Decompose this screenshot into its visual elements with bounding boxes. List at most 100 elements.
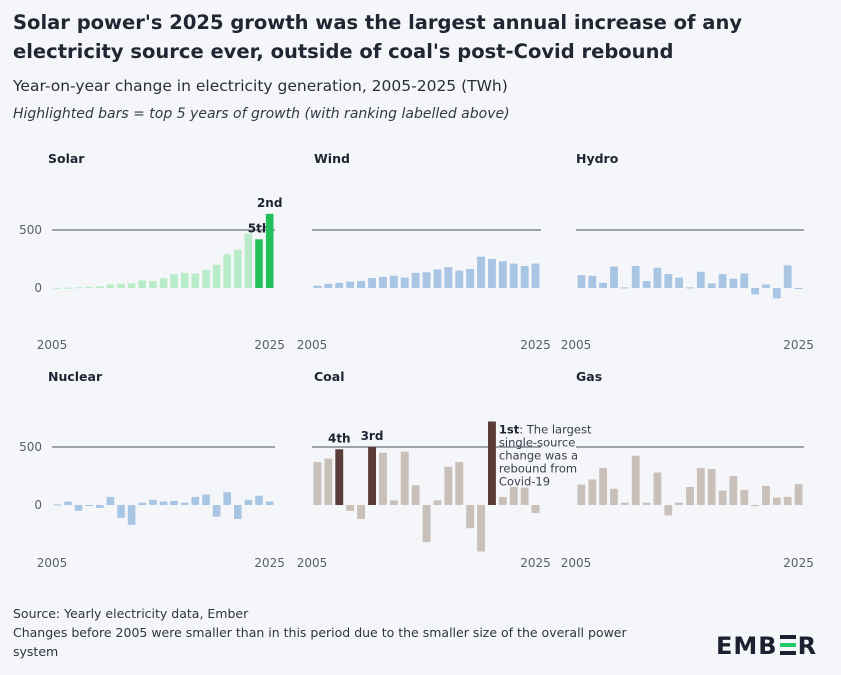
x-tick-gas-start: 2005 (561, 556, 592, 570)
bar-solar-2025 (265, 213, 274, 288)
bar-solar-2007 (74, 287, 83, 289)
bar-coal-2024 (520, 487, 529, 505)
bar-gas-2023 (772, 497, 781, 505)
bar-wind-2016 (433, 269, 442, 288)
bar-gas-2010 (631, 455, 640, 505)
bar-wind-2017 (444, 267, 453, 288)
bar-nuclear-2023 (244, 499, 253, 505)
bar-solar-2022 (234, 249, 242, 288)
panel-label-hydro: Hydro (576, 151, 619, 166)
bar-solar-2019 (202, 270, 210, 288)
bar-coal-2009 (357, 505, 365, 519)
panel-label-solar: Solar (48, 151, 85, 166)
bar-solar-2017 (180, 272, 189, 288)
bar-wind-2008 (346, 281, 355, 288)
bar-solar-2016 (170, 274, 178, 288)
bar-solar-2008 (85, 286, 93, 288)
x-tick-nuclear-end: 2025 (254, 556, 285, 570)
bar-gas-2019 (729, 476, 738, 505)
bar-coal-2019 (466, 505, 475, 529)
bar-hydro-2021 (751, 288, 759, 295)
bar-hydro-2007 (599, 282, 607, 288)
y-tick-solar-500: 500 (19, 223, 42, 237)
bar-coal-2006 (324, 458, 333, 505)
bar-coal-2022 (498, 496, 507, 505)
bar-gas-2008 (610, 488, 618, 505)
y-tick-solar-0: 0 (34, 281, 42, 295)
bar-hydro-2011 (642, 281, 651, 288)
bar-coal-2016 (433, 500, 442, 505)
bar-hydro-2024 (783, 265, 792, 288)
x-tick-nuclear-start: 2005 (37, 556, 68, 570)
bar-hydro-2022 (762, 284, 770, 288)
bar-hydro-2010 (631, 266, 640, 288)
bar-coal-2025 (531, 505, 540, 514)
x-tick-solar-end: 2025 (254, 338, 285, 352)
bar-coal-2015 (422, 505, 431, 543)
chart-subtitle: Year-on-year change in electricity gener… (13, 77, 508, 95)
bar-gas-2013 (664, 505, 673, 516)
bar-wind-2019 (466, 268, 475, 288)
bar-coal-2005 (313, 462, 322, 505)
bar-wind-2021 (488, 259, 496, 288)
bar-gas-2025 (794, 484, 803, 505)
bar-solar-2012 (127, 283, 136, 288)
bar-hydro-2006 (588, 275, 597, 288)
bar-solar-2020 (212, 264, 221, 288)
bar-hydro-2018 (718, 274, 727, 288)
panel-label-wind: Wind (314, 151, 350, 166)
bar-nuclear-2009 (96, 505, 104, 508)
bar-wind-2014 (411, 272, 420, 288)
bar-wind-2018 (455, 270, 464, 288)
rank-label-solar-2024: 5th (248, 221, 271, 235)
footer: Source: Yearly electricity data, Ember C… (13, 604, 673, 661)
bar-nuclear-2019 (202, 494, 210, 505)
bar-coal-2017 (444, 466, 453, 505)
y-tick-nuclear-0: 0 (34, 498, 42, 512)
bar-solar-2005 (53, 287, 62, 289)
bar-hydro-2013 (664, 274, 673, 288)
rank-label-solar-2025: 2nd (257, 196, 282, 210)
bar-coal-2018 (455, 462, 464, 505)
bar-coal-2007 (335, 449, 344, 505)
bar-hydro-2014 (675, 277, 683, 288)
bar-wind-2015 (422, 272, 431, 288)
bar-coal-2008 (346, 505, 355, 511)
bar-coal-2013 (400, 451, 409, 505)
x-tick-wind-end: 2025 (520, 338, 551, 352)
bar-solar-2024 (255, 239, 263, 288)
bar-hydro-2025 (794, 288, 803, 289)
bar-hydro-2008 (610, 266, 618, 288)
bar-nuclear-2006 (64, 501, 72, 505)
bar-gas-2011 (642, 502, 651, 505)
bar-wind-2023 (509, 263, 518, 288)
x-tick-coal-start: 2005 (297, 556, 328, 570)
bar-hydro-2023 (772, 288, 781, 299)
bar-wind-2005 (313, 285, 322, 288)
bar-gas-2022 (762, 485, 770, 505)
bar-solar-2009 (96, 286, 104, 288)
chart-note: Highlighted bars = top 5 years of growth… (13, 106, 510, 122)
bar-wind-2010 (368, 278, 376, 288)
bar-gas-2020 (740, 489, 749, 505)
annotation-line: change was a (499, 449, 578, 463)
bar-wind-2009 (357, 281, 365, 288)
bar-nuclear-2007 (74, 505, 83, 511)
annotation-line: Covid-19 (499, 475, 550, 489)
bar-solar-2011 (117, 283, 125, 288)
bar-wind-2007 (335, 282, 344, 288)
bar-gas-2021 (751, 505, 759, 507)
x-tick-gas-end: 2025 (783, 556, 814, 570)
bar-nuclear-2005 (53, 504, 62, 506)
annotation-line: single-source (499, 436, 575, 450)
bar-nuclear-2020 (212, 505, 221, 517)
bar-solar-2010 (106, 284, 115, 288)
bar-nuclear-2012 (127, 505, 136, 525)
bar-wind-2011 (379, 277, 387, 288)
bar-nuclear-2015 (159, 501, 168, 505)
bar-hydro-2017 (707, 283, 716, 288)
bar-solar-2006 (64, 287, 72, 289)
bar-solar-2013 (138, 280, 146, 288)
bar-coal-2021 (488, 421, 496, 505)
bar-hydro-2020 (740, 273, 749, 288)
